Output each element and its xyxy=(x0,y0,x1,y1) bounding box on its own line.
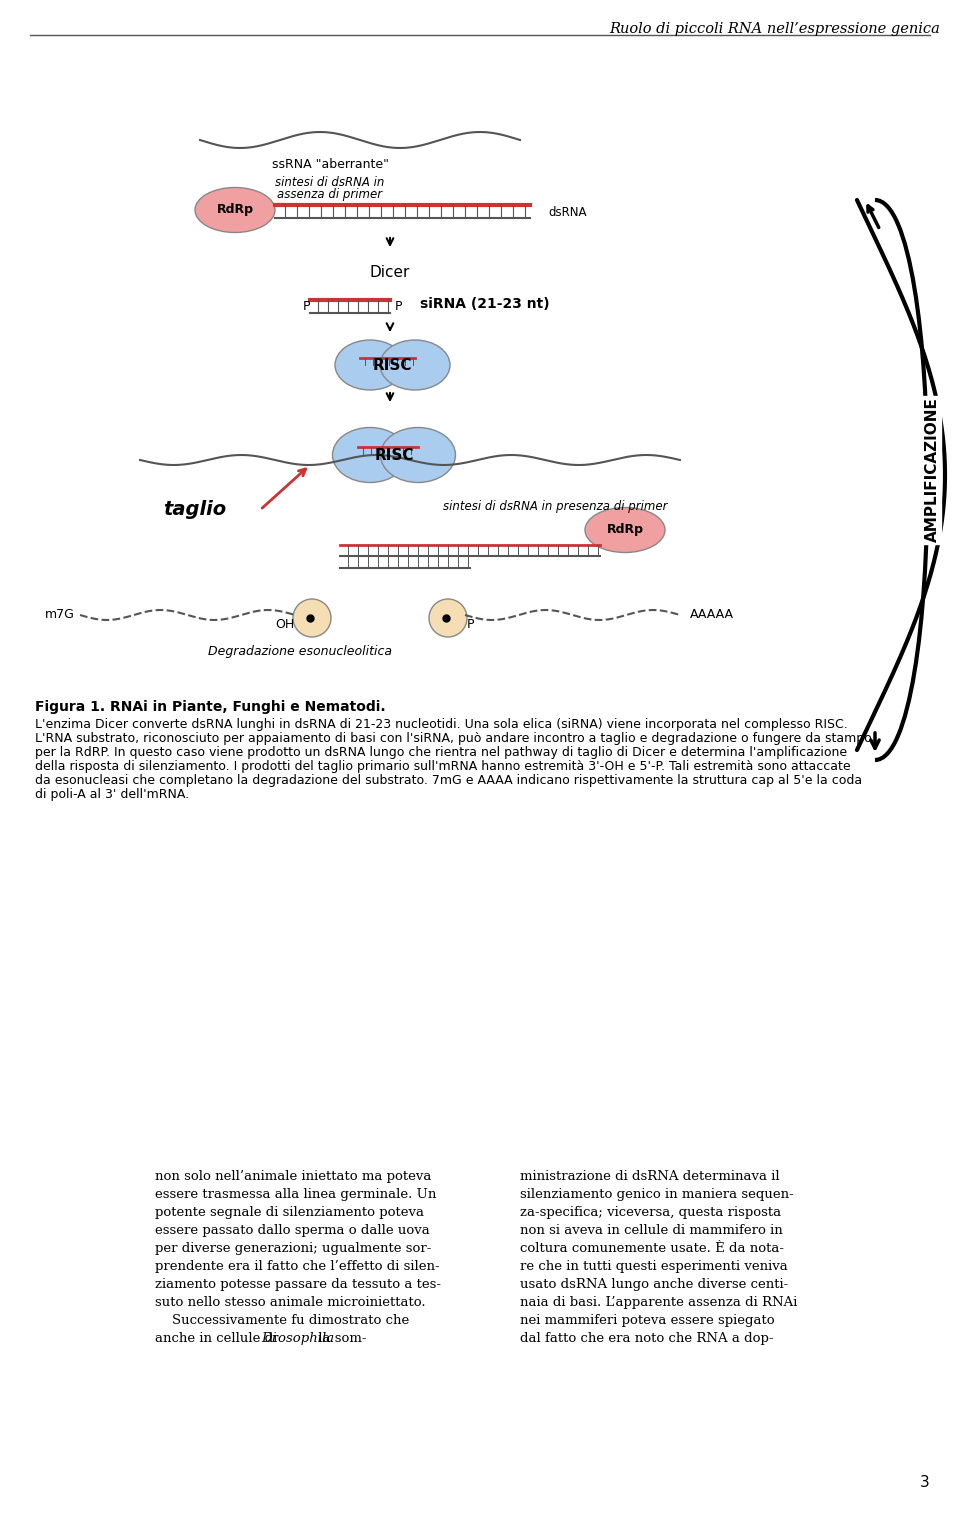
Text: RISC: RISC xyxy=(372,358,412,372)
Text: P: P xyxy=(302,301,310,314)
Text: usato dsRNA lungo anche diverse centi-: usato dsRNA lungo anche diverse centi- xyxy=(520,1278,788,1290)
Text: anche in cellule di: anche in cellule di xyxy=(155,1331,281,1345)
Text: P: P xyxy=(467,618,473,631)
Text: OH: OH xyxy=(276,618,295,631)
Text: non si aveva in cellule di mammifero in: non si aveva in cellule di mammifero in xyxy=(520,1224,782,1237)
Text: per diverse generazioni; ugualmente sor-: per diverse generazioni; ugualmente sor- xyxy=(155,1242,431,1255)
Text: ministrazione di dsRNA determinava il: ministrazione di dsRNA determinava il xyxy=(520,1170,780,1183)
Ellipse shape xyxy=(335,340,405,390)
Text: coltura comunemente usate. È da nota-: coltura comunemente usate. È da nota- xyxy=(520,1242,784,1255)
Text: za-specifica; viceversa, questa risposta: za-specifica; viceversa, questa risposta xyxy=(520,1205,781,1219)
Text: Figura 1. RNAi in Piante, Funghi e Nematodi.: Figura 1. RNAi in Piante, Funghi e Nemat… xyxy=(35,700,386,713)
Text: AMPLIFICAZIONE: AMPLIFICAZIONE xyxy=(924,398,940,542)
Text: L'RNA substrato, riconosciuto per appaiamento di basi con l'siRNA, può andare in: L'RNA substrato, riconosciuto per appaia… xyxy=(35,732,872,745)
Text: per la RdRP. In questo caso viene prodotto un dsRNA lungo che rientra nel pathwa: per la RdRP. In questo caso viene prodot… xyxy=(35,745,847,759)
Ellipse shape xyxy=(195,188,275,232)
Text: ziamento potesse passare da tessuto a tes-: ziamento potesse passare da tessuto a te… xyxy=(155,1278,441,1290)
Ellipse shape xyxy=(332,428,407,483)
Text: Dicer: Dicer xyxy=(370,266,410,279)
Text: Ruolo di piccoli RNA nell’espressione genica: Ruolo di piccoli RNA nell’espressione ge… xyxy=(610,21,940,36)
Text: RdRp: RdRp xyxy=(607,524,643,536)
Ellipse shape xyxy=(585,507,665,553)
Text: essere trasmessa alla linea germinale. Un: essere trasmessa alla linea germinale. U… xyxy=(155,1189,437,1201)
Text: re che in tutti questi esperimenti veniva: re che in tutti questi esperimenti veniv… xyxy=(520,1260,788,1274)
Ellipse shape xyxy=(293,600,331,638)
Text: prendente era il fatto che l’effetto di silen-: prendente era il fatto che l’effetto di … xyxy=(155,1260,440,1274)
Text: Degradazione esonucleolitica: Degradazione esonucleolitica xyxy=(208,645,392,657)
Text: dsRNA: dsRNA xyxy=(548,205,587,219)
Text: essere passato dallo sperma o dalle uova: essere passato dallo sperma o dalle uova xyxy=(155,1224,430,1237)
Text: m7G: m7G xyxy=(45,609,75,621)
Text: assenza di primer: assenza di primer xyxy=(277,188,383,200)
Text: potente segnale di silenziamento poteva: potente segnale di silenziamento poteva xyxy=(155,1205,424,1219)
Text: sintesi di dsRNA in presenza di primer: sintesi di dsRNA in presenza di primer xyxy=(443,499,667,513)
Text: siRNA (21-23 nt): siRNA (21-23 nt) xyxy=(420,298,550,311)
Text: sintesi di dsRNA in: sintesi di dsRNA in xyxy=(276,176,385,190)
Text: RdRp: RdRp xyxy=(217,203,253,217)
Ellipse shape xyxy=(429,600,467,638)
Text: 3: 3 xyxy=(921,1475,930,1491)
Text: ssRNA "aberrante": ssRNA "aberrante" xyxy=(272,158,389,172)
Text: P: P xyxy=(395,301,402,314)
Text: suto nello stesso animale microiniettato.: suto nello stesso animale microiniettato… xyxy=(155,1296,425,1309)
Text: silenziamento genico in maniera sequen-: silenziamento genico in maniera sequen- xyxy=(520,1189,794,1201)
Text: dal fatto che era noto che RNA a dop-: dal fatto che era noto che RNA a dop- xyxy=(520,1331,774,1345)
Text: di poli-A al 3' dell'mRNA.: di poli-A al 3' dell'mRNA. xyxy=(35,788,189,802)
Text: naia di basi. L’apparente assenza di RNAi: naia di basi. L’apparente assenza di RNA… xyxy=(520,1296,798,1309)
Text: Successivamente fu dimostrato che: Successivamente fu dimostrato che xyxy=(155,1315,409,1327)
Text: L'enzima Dicer converte dsRNA lunghi in dsRNA di 21-23 nucleotidi. Una sola elic: L'enzima Dicer converte dsRNA lunghi in … xyxy=(35,718,848,732)
Text: non solo nell’animale iniettato ma poteva: non solo nell’animale iniettato ma potev… xyxy=(155,1170,431,1183)
Text: RISC: RISC xyxy=(374,448,414,463)
Text: nei mammiferi poteva essere spiegato: nei mammiferi poteva essere spiegato xyxy=(520,1315,775,1327)
Text: della risposta di silenziamento. I prodotti del taglio primario sull'mRNA hanno : della risposta di silenziamento. I prodo… xyxy=(35,761,851,773)
Text: AAAAA: AAAAA xyxy=(690,609,734,621)
Ellipse shape xyxy=(380,340,450,390)
Ellipse shape xyxy=(380,428,455,483)
Text: taglio: taglio xyxy=(163,499,227,519)
Text: Drosophila: Drosophila xyxy=(261,1331,334,1345)
Text: da esonucleasi che completano la degradazione del substrato. 7mG e AAAA indicano: da esonucleasi che completano la degrada… xyxy=(35,774,862,786)
Text: la som-: la som- xyxy=(314,1331,367,1345)
